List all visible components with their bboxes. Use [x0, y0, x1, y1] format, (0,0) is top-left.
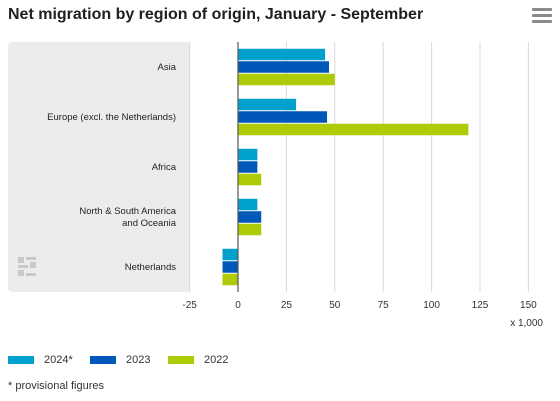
bar-2024-4: [222, 248, 238, 261]
bar-2022-0: [238, 73, 335, 86]
legend-item-2023[interactable]: 2023: [90, 354, 150, 366]
legend-swatch: [168, 356, 194, 365]
category-label-3: North & South America and Oceania: [79, 206, 176, 229]
hamburger-menu-icon[interactable]: [532, 8, 552, 26]
bar-2022-3: [238, 223, 262, 236]
legend-item-2022[interactable]: 2022: [168, 354, 228, 366]
legend-label: 2023: [126, 354, 151, 367]
category-label-0: Asia: [158, 62, 177, 73]
bar-2022-1: [238, 123, 469, 136]
bar-2022-2: [238, 173, 262, 186]
x-tick-label: 75: [378, 300, 390, 311]
bar-chart: Asia Europe (excl. the Netherlands) Africa…: [8, 42, 543, 329]
category-label-1: Europe (excl. the Netherlands): [47, 112, 176, 123]
bar-2024-2: [238, 148, 258, 161]
cbs-logo-icon: [18, 257, 36, 276]
bar-2023-4: [222, 261, 238, 273]
x-axis-unit: x 1,000: [510, 318, 543, 329]
bar-2024-3: [238, 198, 258, 211]
footnote: * provisional figures: [8, 380, 104, 392]
chart-title: Net migration by region of origin, Janua…: [8, 6, 424, 23]
bar-2023-2: [238, 161, 258, 173]
bar-2023-1: [238, 111, 328, 123]
x-tick-label: 125: [472, 300, 489, 311]
legend-label: 2022: [204, 354, 229, 367]
x-tick-label: 25: [281, 300, 293, 311]
legend-item-2024[interactable]: 2024*: [8, 354, 73, 366]
x-tick-label: 100: [423, 300, 440, 311]
legend-swatch: [90, 356, 116, 365]
legend-label: 2024*: [44, 354, 73, 367]
category-label-4: Netherlands: [125, 262, 176, 273]
bar-2024-0: [238, 48, 326, 61]
bar-2023-0: [238, 61, 329, 73]
x-tick-label: -25: [182, 300, 197, 311]
x-tick-label: 50: [329, 300, 341, 311]
bar-2023-3: [238, 211, 262, 223]
x-tick-label: 0: [235, 300, 241, 311]
x-tick-label: 150: [520, 300, 537, 311]
legend-swatch: [8, 356, 34, 365]
bar-2022-4: [222, 273, 238, 286]
category-panel: [8, 42, 190, 292]
category-label-2: Africa: [152, 162, 177, 173]
bar-2024-1: [238, 98, 297, 111]
